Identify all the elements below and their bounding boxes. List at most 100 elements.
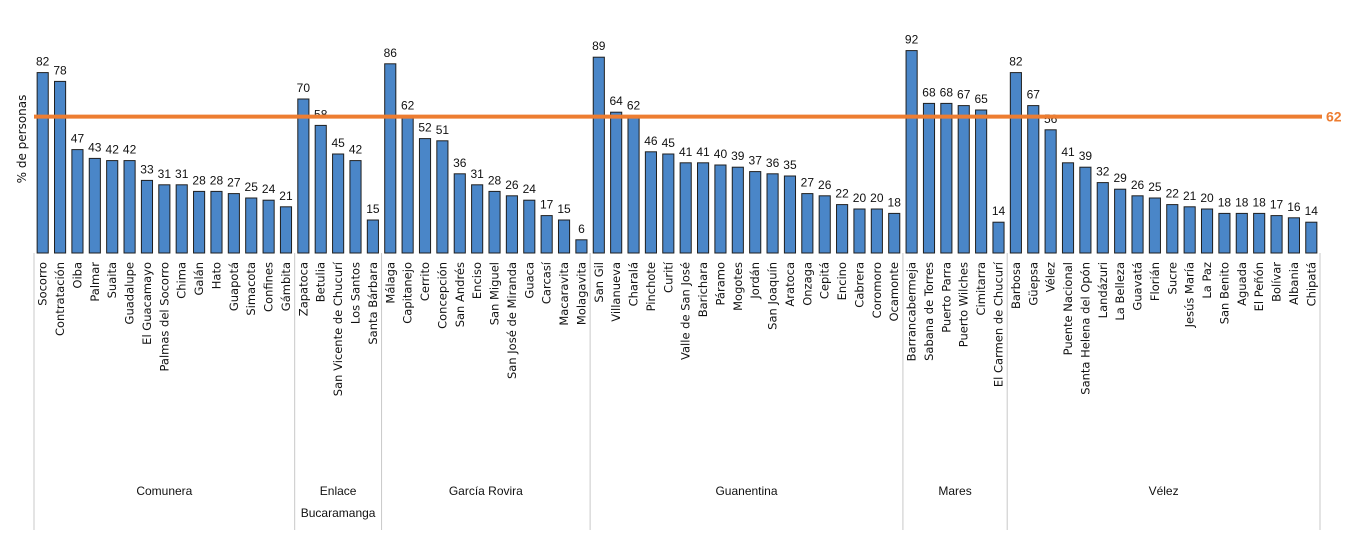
category-label: La Paz [1200, 262, 1214, 299]
bar [731, 166, 744, 254]
value-label: 22 [1166, 187, 1180, 201]
category-label: Hato [209, 262, 223, 289]
bar [1183, 206, 1196, 254]
bar [1270, 215, 1283, 254]
bar [801, 193, 814, 254]
bar [853, 208, 866, 254]
group-label: Bucaramanga [301, 506, 376, 520]
category-label: Bolívar [1270, 262, 1284, 302]
value-label: 39 [1079, 149, 1093, 163]
bar [1200, 208, 1214, 254]
group-label: García Rovira [449, 484, 523, 498]
value-label: 52 [418, 121, 432, 135]
value-label: 15 [557, 202, 571, 216]
category-label: Cimitarra [974, 262, 988, 315]
category-label: Cepitá [818, 262, 832, 299]
bar [679, 162, 692, 254]
category-label: San Vicente de Chucurí [331, 261, 345, 396]
bar [540, 215, 553, 254]
category-label: Chipatá [1304, 262, 1318, 306]
bar [1131, 195, 1144, 254]
bar [557, 219, 571, 254]
value-label: 37 [749, 154, 763, 168]
value-label: 28 [210, 173, 224, 187]
category-label: Carcasí [540, 261, 554, 304]
category-label: Güepsa [1026, 262, 1040, 306]
bar [488, 190, 501, 254]
value-label: 25 [245, 180, 259, 194]
category-label: Gámbita [279, 262, 293, 311]
value-label: 27 [801, 176, 815, 190]
bar [140, 179, 154, 254]
value-label: 64 [610, 94, 624, 108]
value-label: 16 [1287, 200, 1301, 214]
value-label: 65 [974, 92, 988, 106]
category-label: Guapotá [227, 262, 241, 311]
bar [332, 153, 345, 254]
value-label: 14 [992, 204, 1006, 218]
bar [1096, 182, 1109, 254]
category-label: Puerto Parra [939, 262, 953, 333]
bar [401, 116, 414, 254]
category-label: Málaga [383, 262, 397, 304]
category-label: Guavatá [1131, 262, 1145, 311]
category-label: Mogotes [731, 262, 745, 311]
value-label: 26 [505, 178, 519, 192]
value-label: 15 [366, 202, 380, 216]
category-label: Oiba [70, 262, 84, 289]
value-label: 36 [453, 156, 467, 170]
category-label: Puente Nacional [1061, 262, 1075, 355]
bar [922, 102, 936, 254]
category-label: Ocamonte [887, 262, 901, 322]
value-label: 31 [470, 167, 484, 181]
bar [870, 208, 883, 254]
bar [714, 164, 727, 254]
category-label: Los Santos [349, 262, 363, 324]
category-label: Molagavita [574, 262, 588, 325]
bar [106, 160, 119, 254]
bar [384, 63, 397, 254]
bars-layer [36, 50, 1318, 254]
category-label: El Guacamayo [140, 262, 154, 345]
category-label: Sucre [1165, 262, 1179, 294]
value-label: 43 [88, 140, 102, 154]
bar [262, 199, 275, 254]
value-label: 67 [1027, 88, 1041, 102]
value-label: 36 [766, 156, 780, 170]
bar [575, 239, 588, 254]
value-label: 86 [384, 46, 398, 60]
category-label: Villanueva [609, 262, 623, 322]
category-label: Landázuri [1096, 262, 1110, 318]
bar [297, 98, 310, 254]
bar [610, 111, 623, 254]
group-separators-layer [33, 253, 1321, 530]
value-label: 41 [696, 145, 710, 159]
category-label: Páramo [713, 262, 727, 305]
category-label: San Gil [592, 262, 606, 303]
value-label: 89 [592, 39, 606, 53]
value-label: 56 [1044, 112, 1058, 126]
value-label: 20 [870, 191, 884, 205]
bar [836, 204, 849, 254]
bar [1166, 204, 1179, 254]
category-label: Santa Bárbara [366, 262, 380, 345]
value-label: 20 [1200, 191, 1214, 205]
bar [749, 171, 762, 254]
category-label: Galán [192, 262, 206, 296]
category-label: Santa Helena del Opón [1078, 262, 1092, 395]
bar [193, 190, 206, 254]
category-label: La Belleza [1113, 262, 1127, 321]
category-label: Enciso [470, 262, 484, 299]
value-label: 17 [540, 198, 554, 212]
category-label: Guaca [522, 262, 536, 299]
value-label: 42 [123, 143, 137, 157]
bar [453, 173, 466, 254]
group-label: Vélez [1149, 484, 1179, 498]
value-label: 27 [227, 176, 241, 190]
category-label: San Benito [1217, 262, 1231, 324]
category-label: San José de Miranda [505, 262, 519, 379]
bar [592, 56, 605, 254]
value-label: 45 [662, 136, 676, 150]
value-label: 68 [940, 85, 954, 99]
